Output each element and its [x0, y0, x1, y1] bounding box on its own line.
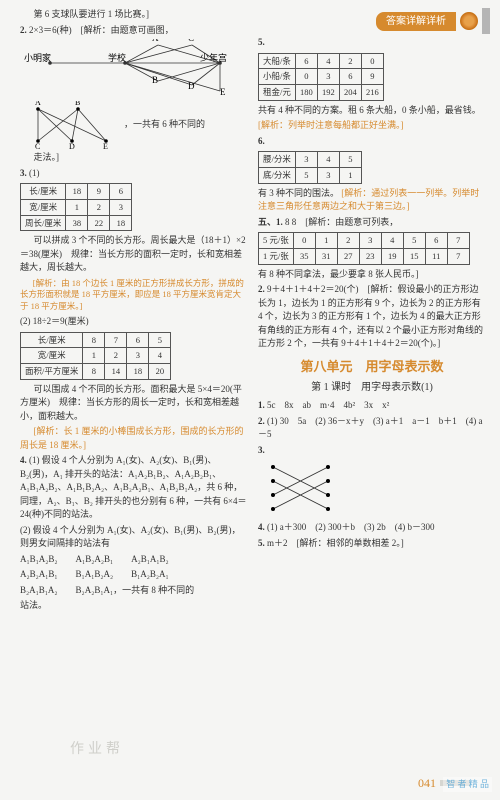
item-number: 5. [258, 37, 265, 47]
text: 有 3 种不同的围法。 [解析：通过列表一一列举。列举时注意三角形任意两边之和大… [258, 187, 486, 214]
q2r: 2. 9＋4＋1＋4＋2＝20(个) [解析：假设最小的正方形边长为 1，边长为… [258, 283, 486, 351]
perm-row: A₂B₂A₁B₁ B₁A₁B₂A₂ B₁A₂B₂A₁ [20, 568, 248, 582]
svg-text:少年宫: 少年宫 [200, 52, 227, 63]
perm-row: A₁B₁A₂B₂ A₁B₂A₂B₁ A₂B₁A₁B₂ [20, 553, 248, 567]
t: (1) a＋300 (2) 300＋b (3) 2b (4) b－300 [267, 522, 434, 532]
svg-text:E: E [103, 142, 108, 149]
svg-text:小明家: 小明家 [24, 52, 51, 63]
diagram-caption: ，一共有 6 种不同的 [124, 118, 205, 132]
unit-heading: 第八单元 用字母表示数 [258, 357, 486, 377]
watermark: 智 者 精 品 [443, 777, 492, 793]
item-number: 6. [258, 136, 265, 146]
l2: 2. (1) 30 5a (2) 36－x＋y (3) a＋1 a－1 b＋1 … [258, 415, 486, 442]
sec-label: 五、1. [258, 217, 283, 227]
text: 共有 4 种不同的方案。租 6 条大船，0 条小船，最省钱。 [258, 104, 486, 118]
svg-text:A: A [152, 39, 159, 43]
text: 走法。] [20, 151, 248, 165]
sec5: 五、1. 8 8 [解析：由题意可列表， [258, 216, 486, 230]
t: (1) 30 5a (2) 36－x＋y (3) a＋1 a－1 b＋1 (4)… [258, 416, 482, 440]
text: 9＋4＋1＋4＋2＝20(个) [解析：假设最小的正方形边长为 1，边长为 1 … [258, 284, 483, 348]
perm-row: B₂A₁B₁A₂ B₂A₂B₁A₁，一共有 8 种不同的 [20, 584, 248, 598]
item-number: 2. [20, 25, 27, 35]
n: 2. [258, 416, 265, 426]
analysis: [解析：列举时注意每船都正好坐满。] [258, 119, 486, 133]
paragraph: 可以拼成 3 个不同的长方形。周长最大是（18＋1）×2＝38(厘米) 规律：当… [20, 234, 248, 275]
item-number: 3. [20, 168, 27, 178]
svg-text:C: C [35, 142, 40, 149]
l1: 1. 5c 8x ab m·4 4b² 3x x² [258, 399, 486, 413]
page-body: 第 6 支球队要进行 1 场比赛。] 2. 2×3＝6(种) [解析：由题意可画… [0, 0, 500, 800]
q4-2: (2) 假设 4 个人分别为 A₁(女)、A₂(女)、B₁(男)、B₂(男)，则… [20, 524, 248, 551]
sub: (1) [29, 168, 40, 178]
page-number-text: 041 [418, 774, 436, 792]
matching-diagram [258, 459, 348, 519]
l4: 4. (1) a＋300 (2) 300＋b (3) 2b (4) b－300 [258, 521, 486, 535]
page-header: 答案详解详析 [376, 8, 490, 34]
header-logo-icon [460, 12, 478, 30]
table-7: 5 元/张012345671 元/张353127231915117 [258, 232, 470, 265]
svg-text:B: B [152, 75, 158, 85]
t: 有 3 种不同的围法。 [258, 188, 339, 198]
n: 1. [258, 400, 265, 410]
svg-text:E: E [220, 87, 226, 97]
svg-text:A: A [35, 101, 41, 107]
sub: (2) 18÷2＝9(厘米) [20, 315, 248, 329]
text: 8 8 [解析：由题意可列表， [285, 217, 398, 227]
q6: 6. [258, 135, 486, 149]
table-6: 腰/分米345底/分米531 [258, 151, 362, 184]
svg-text:D: D [69, 142, 75, 149]
q2: 2. 2×3＝6(种) [解析：由题意可画图， [20, 24, 248, 38]
q5: 5. [258, 36, 486, 50]
text: 有 8 种不同拿法，最少要拿 8 张人民币。] [258, 268, 486, 282]
route-diagram: A C 小明家 学校 少年宫 B D E [20, 39, 240, 97]
analysis: [解析：长 1 厘米的小棒围成长方形，围成的长方形的周长是 18 厘米。] [20, 425, 248, 452]
n: 3. [258, 445, 265, 455]
analysis: [解析：由 18 个边长 1 厘米的正方形拼成长方形，拼成的长方形面积就是 18… [20, 278, 248, 312]
q3: 3. (1) [20, 167, 248, 181]
table-1: 长/厘米1896宽/厘米123周长/厘米382218 [20, 183, 132, 231]
left-column: 第 6 支球队要进行 1 场比赛。] 2. 2×3＝6(种) [解析：由题意可画… [20, 8, 248, 792]
table-2: 长/厘米8765宽/厘米1234面积/平方厘米8141820 [20, 332, 171, 380]
item-number: 4. [20, 455, 27, 465]
t: m＋2 [解析：相邻的单数相差 2。] [267, 538, 404, 548]
t: 5c 8x ab m·4 4b² 3x x² [267, 400, 389, 410]
svg-text:D: D [188, 81, 195, 91]
header-edge [482, 8, 490, 34]
svg-text:学校: 学校 [108, 52, 126, 63]
paragraph: 可以围成 4 个不同的长方形。面积最大是 5×4＝20(平方厘米) 规律：当长方… [20, 383, 248, 424]
lesson-heading: 第 1 课时 用字母表示数(1) [258, 380, 486, 395]
header-title: 答案详解详析 [376, 12, 456, 31]
text: 站法。 [20, 599, 248, 613]
svg-text:C: C [188, 39, 194, 43]
n: 4. [258, 522, 265, 532]
text: 2×3＝6(种) [解析：由题意可画图， [29, 25, 174, 35]
text-line: 第 6 支球队要进行 1 场比赛。] [20, 8, 248, 22]
right-column: 5. 大船/条6420小船/条0369租金/元180192204216 共有 4… [258, 8, 486, 792]
q4-1: 4. (1) 假设 4 个人分别为 A₁(女)、A₂(女)、B₁(男)、B₂(男… [20, 454, 248, 522]
combination-diagram: A B C D E [20, 101, 120, 149]
item-number: 2. [258, 284, 265, 294]
watermark-faint: 作业帮 [70, 739, 124, 760]
l3: 3. [258, 444, 486, 458]
n: 5. [258, 538, 265, 548]
diagram-row: A B C D E ，一共有 6 种不同的 [20, 99, 248, 151]
l5: 5. m＋2 [解析：相邻的单数相差 2。] [258, 537, 486, 551]
text: (1) 假设 4 个人分别为 A₁(女)、A₂(女)、B₁(男)、B₂(男)，A… [20, 455, 247, 519]
table-5: 大船/条6420小船/条0369租金/元180192204216 [258, 53, 384, 101]
svg-text:B: B [75, 101, 80, 107]
